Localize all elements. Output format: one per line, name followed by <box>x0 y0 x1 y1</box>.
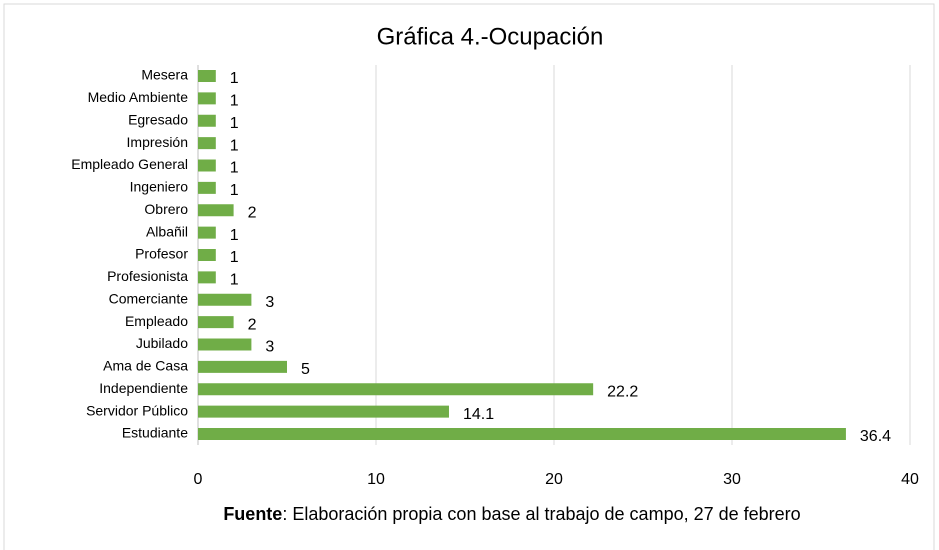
value-label: 1 <box>230 272 239 289</box>
y-tick-label: Albañil <box>146 223 188 239</box>
y-tick-label: Egresado <box>128 111 188 127</box>
bar <box>198 137 216 150</box>
bar <box>198 338 252 351</box>
bar <box>198 114 216 127</box>
bar <box>198 271 216 284</box>
bar <box>198 181 216 194</box>
bar <box>198 360 287 373</box>
y-tick-label: Ingeniero <box>130 179 189 195</box>
value-label: 1 <box>230 182 239 199</box>
value-label: 1 <box>230 227 239 244</box>
y-tick-label: Independiente <box>99 380 188 396</box>
value-label: 1 <box>230 93 239 110</box>
y-tick-label: Impresión <box>127 134 188 150</box>
value-label: 2 <box>248 316 257 333</box>
y-tick-label: Empleado <box>125 313 188 329</box>
y-tick-label: Profesionista <box>107 268 188 284</box>
value-label: 14.1 <box>463 406 494 423</box>
x-tick-label: 20 <box>545 471 563 488</box>
bar <box>198 249 216 261</box>
bar <box>198 428 846 440</box>
x-tick-label: 30 <box>723 471 741 488</box>
y-tick-label: Ama de Casa <box>103 358 188 374</box>
value-label: 1 <box>230 160 239 177</box>
bar <box>198 226 216 239</box>
value-label: 36.4 <box>860 428 891 445</box>
value-label: 1 <box>230 249 239 266</box>
source-text: : Elaboración propia con base al trabajo… <box>282 504 801 524</box>
value-label: 2 <box>248 204 257 221</box>
y-tick-label: Servidor Público <box>86 402 188 418</box>
value-label: 1 <box>230 115 239 132</box>
y-tick-label: Comerciante <box>109 290 189 306</box>
chart-title: Gráfica 4.-Ocupación <box>377 23 604 50</box>
x-tick-label: 10 <box>367 471 385 488</box>
bar <box>198 383 594 396</box>
value-label: 1 <box>230 137 239 154</box>
value-label: 3 <box>265 339 274 356</box>
y-tick-label: Medio Ambiente <box>88 89 189 105</box>
y-tick-label: Mesera <box>141 67 188 83</box>
y-tick-label: Empleado General <box>71 156 188 172</box>
x-tick-label: 0 <box>194 471 203 488</box>
y-tick-label: Estudiante <box>122 425 188 441</box>
bar <box>198 70 216 82</box>
y-tick-label: Obrero <box>144 201 188 217</box>
y-tick-label: Profesor <box>135 246 188 262</box>
bar <box>198 159 216 172</box>
chart-border <box>3 3 935 550</box>
y-tick-label: Jubilado <box>136 335 188 351</box>
source-note: Fuente: Elaboración propia con base al t… <box>162 503 862 525</box>
value-label: 5 <box>301 361 310 378</box>
value-label: 22.2 <box>607 383 638 400</box>
bar <box>198 204 234 217</box>
value-label: 3 <box>265 294 274 311</box>
bar <box>198 293 252 306</box>
bar <box>198 92 216 105</box>
bar <box>198 405 449 418</box>
bar <box>198 316 234 329</box>
source-label: Fuente <box>223 504 283 524</box>
value-label: 1 <box>230 70 239 87</box>
x-tick-label: 40 <box>901 471 919 488</box>
